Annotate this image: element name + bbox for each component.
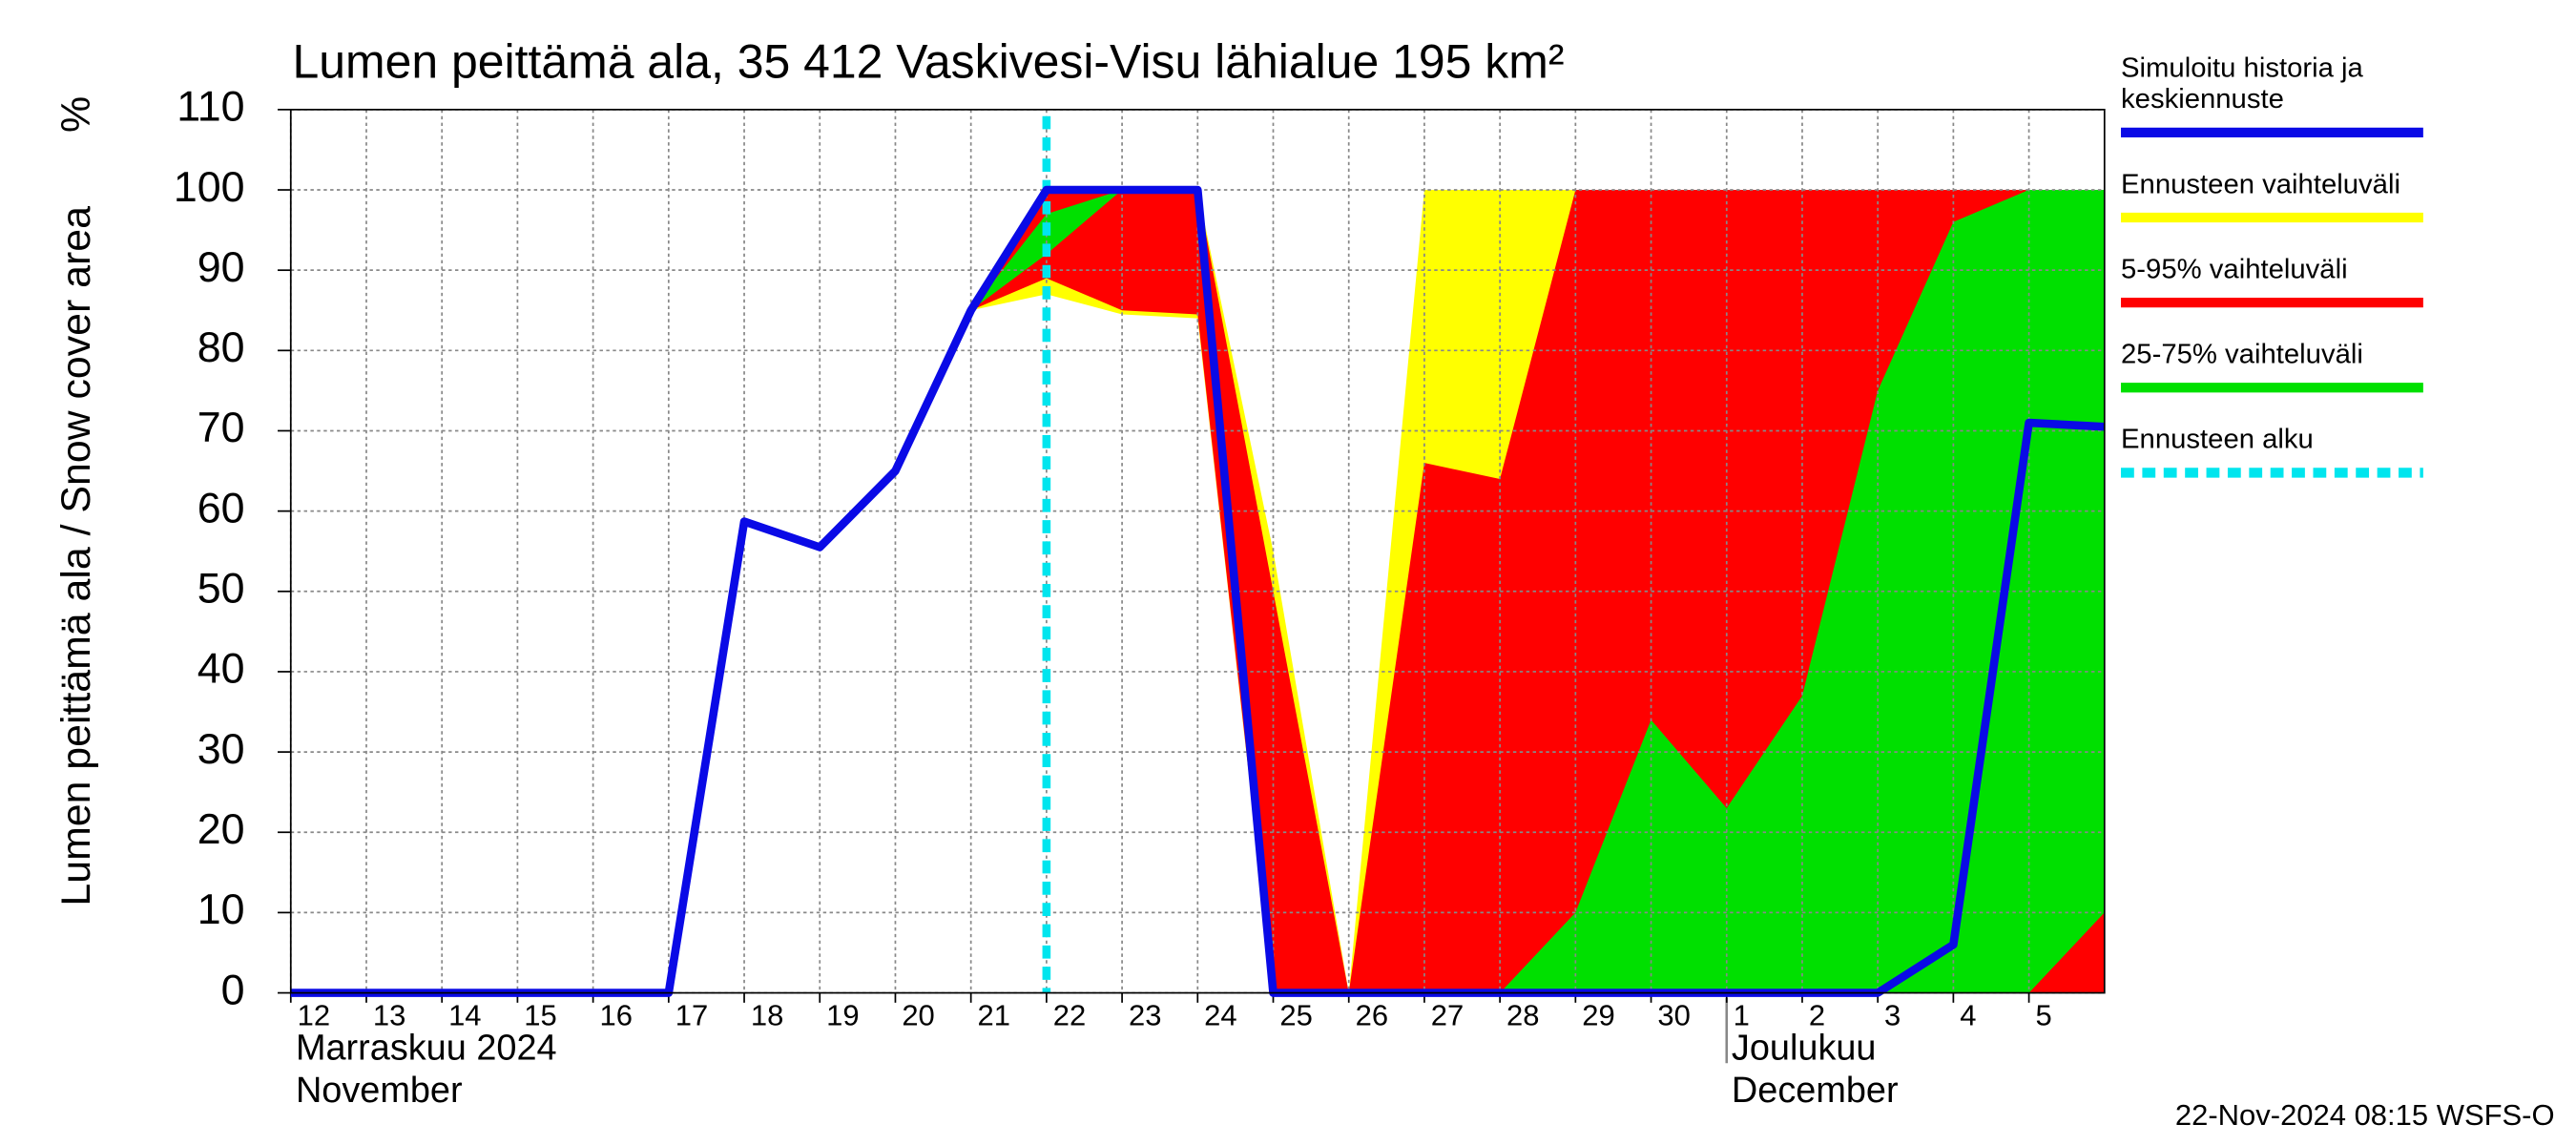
x-tick-label: 12 bbox=[298, 999, 330, 1032]
legend-label-box: Ennusteen alku bbox=[2121, 424, 2314, 455]
x-tick-label: 29 bbox=[1582, 999, 1614, 1032]
chart-title: Lumen peittämä ala, 35 412 Vaskivesi-Vis… bbox=[293, 35, 1565, 89]
legend-label-box: Simuloitu historia ja keskiennuste bbox=[2121, 52, 2363, 114]
y-tick-label: 30 bbox=[197, 726, 245, 773]
x-tick-label: 26 bbox=[1356, 999, 1388, 1032]
x-tick-label: 18 bbox=[751, 999, 783, 1032]
legend-label: Ennusteen vaihteluväli bbox=[2121, 168, 2400, 200]
x-tick-label: 17 bbox=[675, 999, 708, 1032]
x-tick-label: 1 bbox=[1734, 999, 1750, 1032]
month-label: Marraskuu 2024 bbox=[296, 1029, 557, 1069]
y-tick-label: 0 bbox=[221, 967, 245, 1013]
y-tick-label: 110 bbox=[177, 84, 244, 131]
y-tick-label: 70 bbox=[197, 405, 245, 451]
x-tick-label: 4 bbox=[1960, 999, 1976, 1032]
x-tick-label: 24 bbox=[1204, 999, 1236, 1032]
y-tick-label: 80 bbox=[197, 324, 245, 371]
x-tick-label: 23 bbox=[1129, 999, 1161, 1032]
x-tick-label: 25 bbox=[1279, 999, 1312, 1032]
y-tick-label: 10 bbox=[197, 886, 245, 933]
y-tick-label: 100 bbox=[174, 164, 245, 211]
y-axis-label: Lumen peittämä ala / Snow cover area bbox=[53, 206, 99, 906]
x-tick-label: 15 bbox=[524, 999, 556, 1032]
y-tick-label: 60 bbox=[197, 485, 245, 531]
x-tick-label: 16 bbox=[600, 999, 633, 1032]
x-tick-label: 3 bbox=[1884, 999, 1901, 1032]
y-tick-label: 90 bbox=[197, 244, 245, 291]
legend-label: Simuloitu historia ja keskiennuste bbox=[2121, 52, 2363, 114]
legend-label-box: 5-95% vaihteluväli bbox=[2121, 253, 2348, 285]
x-tick-label: 27 bbox=[1431, 999, 1464, 1032]
y-tick-label: 50 bbox=[197, 566, 245, 613]
month-label: November bbox=[296, 1071, 463, 1111]
x-tick-label: 20 bbox=[902, 999, 934, 1032]
x-tick-label: 14 bbox=[448, 999, 481, 1032]
legend-label: Ennusteen alku bbox=[2121, 424, 2314, 455]
x-tick-label: 13 bbox=[373, 999, 405, 1032]
month-label: December bbox=[1732, 1071, 1899, 1111]
x-tick-label: 30 bbox=[1657, 999, 1690, 1032]
legend-label-box: Ennusteen vaihteluväli bbox=[2121, 168, 2400, 200]
y-tick-label: 40 bbox=[197, 646, 245, 693]
legend-label: 25-75% vaihteluväli bbox=[2121, 338, 2363, 370]
y-axis-unit: % bbox=[53, 96, 99, 133]
month-label: Joulukuu bbox=[1732, 1029, 1877, 1069]
x-tick-label: 21 bbox=[978, 999, 1010, 1032]
y-tick-label: 20 bbox=[197, 806, 245, 853]
legend-label: 5-95% vaihteluväli bbox=[2121, 253, 2348, 285]
x-tick-label: 28 bbox=[1506, 999, 1539, 1032]
x-tick-label: 5 bbox=[2035, 999, 2051, 1032]
legend-label-box: 25-75% vaihteluväli bbox=[2121, 338, 2363, 370]
x-tick-label: 2 bbox=[1809, 999, 1825, 1032]
plot-frame bbox=[289, 109, 2106, 994]
x-tick-label: 19 bbox=[826, 999, 859, 1032]
footer: 22-Nov-2024 08:15 WSFS-O bbox=[2175, 1098, 2555, 1132]
x-tick-label: 22 bbox=[1053, 999, 1086, 1032]
